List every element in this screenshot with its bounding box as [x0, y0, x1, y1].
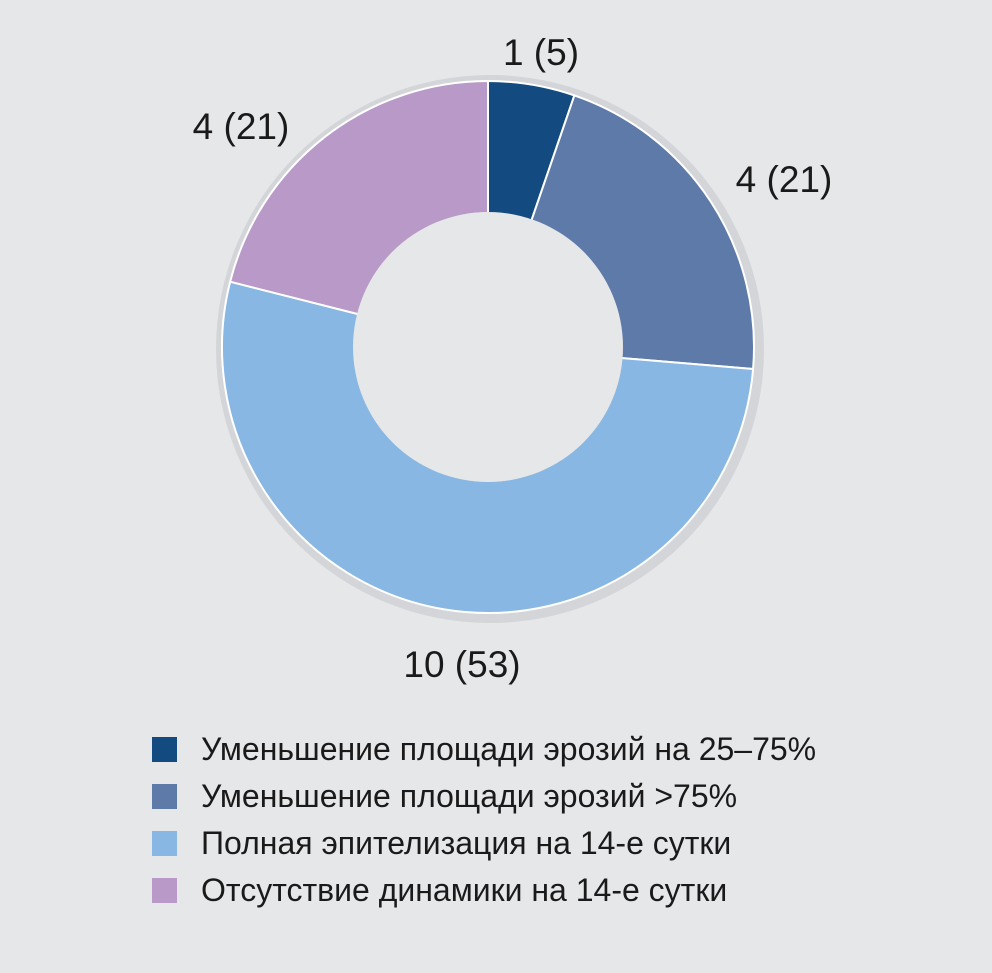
- legend-swatch: [152, 737, 177, 762]
- legend-label: Уменьшение площади эрозий >75%: [201, 778, 738, 814]
- slice-label-erosion-over-75: 4 (21): [736, 159, 833, 200]
- legend-swatch: [152, 831, 177, 856]
- legend-item-erosion-25-75: Уменьшение площади эрозий на 25–75%: [152, 726, 816, 773]
- legend-swatch: [152, 878, 177, 903]
- legend-swatch: [152, 784, 177, 809]
- legend-item-no-dynamics: Отсутствие динамики на 14-е сутки: [152, 867, 816, 914]
- legend-label: Полная эпителизация на 14-е сутки: [201, 825, 732, 861]
- slice-label-no-dynamics: 4 (21): [193, 106, 290, 147]
- legend-label: Отсутствие динамики на 14-е сутки: [201, 872, 728, 908]
- slice-label-full-epithelization: 10 (53): [403, 644, 520, 685]
- donut-hole: [353, 212, 623, 482]
- legend-item-erosion-over-75: Уменьшение площади эрозий >75%: [152, 773, 816, 820]
- legend-item-full-epithelization: Полная эпителизация на 14-е сутки: [152, 820, 816, 867]
- legend: Уменьшение площади эрозий на 25–75% Умен…: [152, 726, 816, 914]
- slice-labels: 1 (5) 4 (21) 10 (53) 4 (21): [193, 32, 833, 685]
- slice-label-erosion-25-75: 1 (5): [503, 32, 579, 73]
- legend-label: Уменьшение площади эрозий на 25–75%: [201, 731, 817, 767]
